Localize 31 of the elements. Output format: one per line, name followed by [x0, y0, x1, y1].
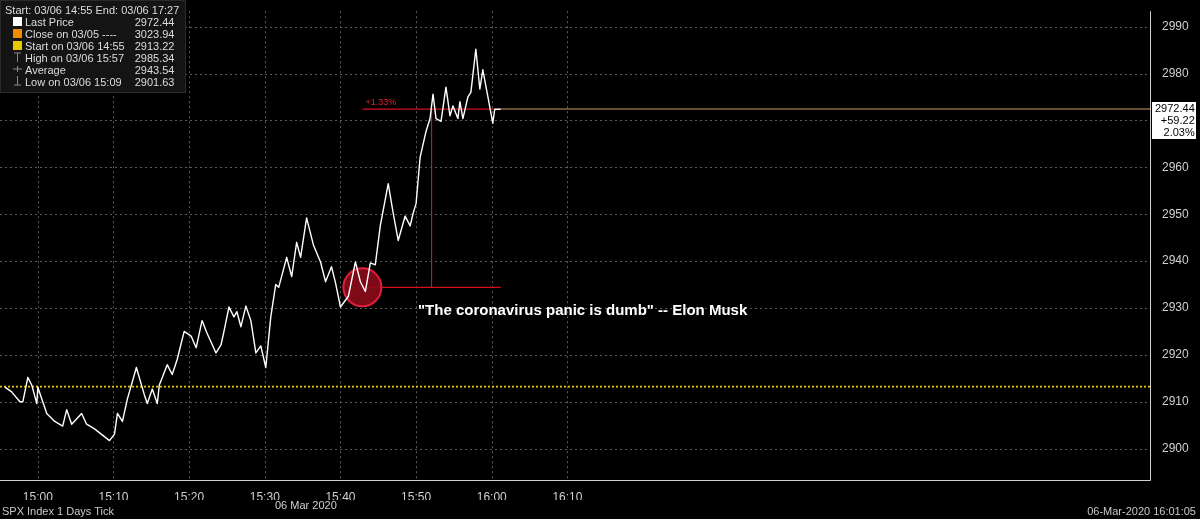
y-tick-label: 2900	[1162, 440, 1190, 455]
text: +59.22	[1159, 113, 1195, 126]
x-tick-label: 16:10	[552, 489, 583, 504]
legend-title: Start: 03/06 14:55 End: 03/06 17:27	[5, 4, 180, 16]
x-tick-label: 15:10	[98, 489, 129, 504]
y-tick-label: 2920	[1162, 347, 1190, 362]
x-tick-label: 16:00	[476, 489, 508, 504]
text: Close on 03/05 ---- 3023.94	[25, 28, 175, 40]
y-tick-label: 2950	[1162, 206, 1190, 221]
x-tick-label: 15:20	[174, 489, 205, 504]
legend-label: Last Price	[25, 16, 75, 28]
text: 06-Mar-2020 16:01:05	[1087, 505, 1196, 517]
x-tick-label: 15:00	[22, 489, 54, 504]
ref-line-label: 2972.44	[1155, 101, 1195, 114]
annotation: High on 03/06 15:57 2985.34	[25, 52, 175, 64]
annotation: Start on 03/06 14:55 2913.22	[25, 40, 175, 52]
annotation: 2972.44	[134, 16, 175, 28]
text: Average 2943.54	[25, 64, 175, 76]
text: SPX Index 1 Days Tick	[2, 505, 114, 517]
x-tick-label: 15:50	[401, 489, 432, 504]
y-tick-label: 2910	[1162, 394, 1190, 409]
annotation: +1.33%	[365, 97, 397, 108]
y-tick-label: 2980	[1162, 65, 1190, 80]
y-tick-label: 2940	[1162, 253, 1190, 268]
annotation: "The coronavirus panic is dumb" -- Elon Musk	[418, 301, 748, 319]
text: 2.03%	[1162, 125, 1195, 138]
x-axis-title: 06 Mar 2020	[275, 499, 337, 511]
y-tick-label: 2990	[1162, 18, 1190, 33]
y-tick-label: 2930	[1162, 300, 1190, 315]
y-tick-label: 2960	[1162, 159, 1190, 174]
annotation: Low on 03/06 15:09 2901.63	[25, 76, 175, 88]
